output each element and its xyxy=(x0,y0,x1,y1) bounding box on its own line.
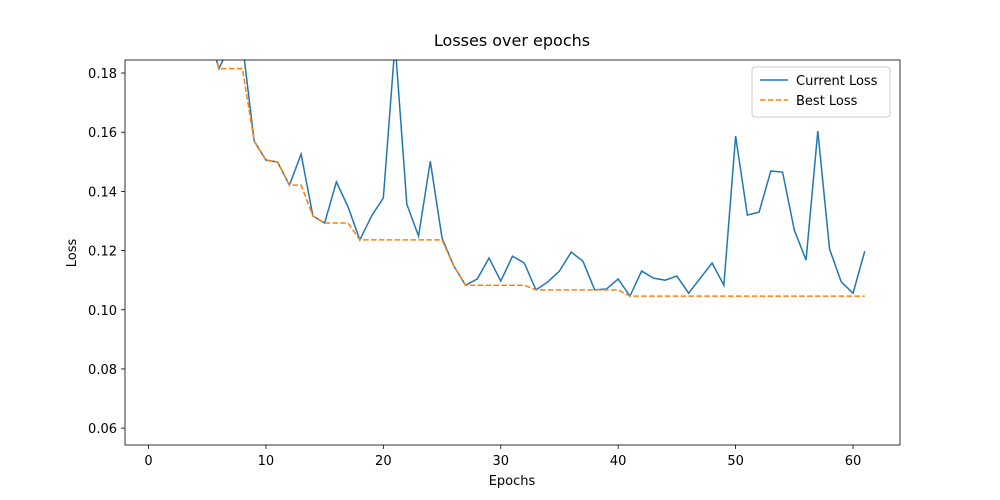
legend-label: Current Loss xyxy=(796,74,878,89)
x-tick-label: 20 xyxy=(375,454,392,469)
legend-label: Best Loss xyxy=(796,94,858,109)
y-axis-label: Loss xyxy=(65,239,80,268)
x-tick-label: 10 xyxy=(258,454,275,469)
series-line xyxy=(215,60,865,297)
y-tick-label: 0.14 xyxy=(88,185,117,200)
y-tick-label: 0.08 xyxy=(88,363,117,378)
x-tick-label: 30 xyxy=(492,454,509,469)
plot-area xyxy=(215,60,866,298)
x-tick-label: 50 xyxy=(727,454,744,469)
x-axis-label: Epochs xyxy=(489,474,536,489)
y-tick-label: 0.12 xyxy=(88,245,117,260)
axes-frame xyxy=(124,59,901,446)
x-tick-label: 0 xyxy=(144,454,152,469)
chart-title: Losses over epochs xyxy=(434,31,590,50)
y-tick-label: 0.06 xyxy=(88,422,117,437)
y-tick-label: 0.18 xyxy=(88,67,117,82)
legend: Current Loss Best Loss xyxy=(751,66,891,118)
x-tick-label: 40 xyxy=(610,454,627,469)
x-tick-label: 60 xyxy=(845,454,862,469)
y-tick-label: 0.10 xyxy=(88,304,117,319)
y-tick-label: 0.16 xyxy=(88,126,117,141)
